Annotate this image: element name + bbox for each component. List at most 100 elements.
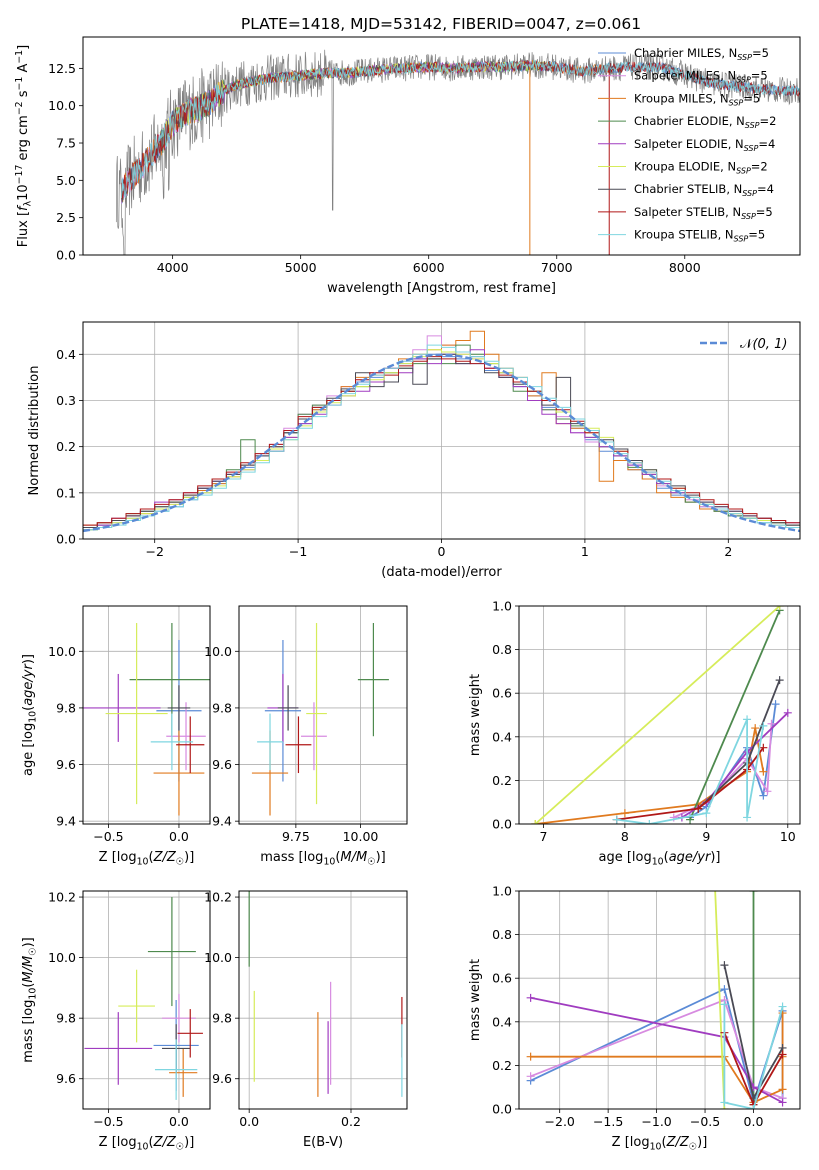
mass-weight-series-line — [535, 727, 765, 824]
y-tick-label: 10.2 — [204, 890, 232, 905]
error-bar-point — [177, 1009, 203, 1058]
mass-weight-marker — [751, 724, 760, 733]
figure-title: PLATE=1418, MJD=53142, FIBERID=0047, z=0… — [241, 15, 641, 33]
mass-weight-marker — [720, 961, 729, 970]
mass-weight-series-line — [616, 719, 765, 824]
mass-weight-marker — [526, 1052, 535, 1061]
mass-weight-marker — [749, 891, 758, 895]
error-bar-point — [166, 702, 206, 771]
mass-weight-series-line — [534, 606, 781, 824]
x-tick-label: −1 — [289, 544, 307, 559]
mass-vs-ebv-panel: 0.0 0.2 9.6 9.8 10.0 10.2 E(B-V) — [204, 890, 408, 1150]
residuals-panel: −2 −1 0 1 2 0.0 0.1 0.2 0.3 0.4 (data-model)/error… — [27, 321, 801, 580]
y-tick-label: 0.4 — [492, 1014, 512, 1029]
mass-weight-marker — [711, 876, 719, 884]
mass-weight-marker — [702, 809, 711, 818]
mass-weight-series-line — [714, 891, 726, 1109]
x-tick-label: 0.2 — [341, 1114, 361, 1129]
y-tick-label: 0.6 — [492, 971, 512, 986]
mass-weight-marker — [612, 815, 621, 824]
y-tick-label: 0.8 — [492, 927, 512, 942]
mass-weight-marker — [771, 700, 780, 709]
histogram-step-line — [83, 356, 800, 539]
residuals-plot-area — [83, 330, 800, 539]
weight-vs-age-panel: 7 8 9 10 0.0 0.2 0.4 0.6 0.8 1.0 age [log10(age/yr… — [468, 599, 801, 868]
chart-panels: 4000 5000 6000 7000 80000.02.55.07.510.012.5… — [14, 36, 801, 1153]
x-tick-label: 4000 — [157, 260, 189, 275]
plot-frame — [82, 890, 211, 1110]
y-tick-label: 9.6 — [56, 757, 76, 772]
mass-weight-marker — [645, 820, 654, 824]
y-tick-label: 9.8 — [212, 700, 232, 715]
x-tick-label: 0.0 — [239, 1114, 259, 1129]
x-tick-label: 1 — [581, 544, 589, 559]
y-tick-label: 0.4 — [56, 347, 76, 362]
weight-vs-Z-panel: −2.0 −1.5 −1.0 −0.5 0.0 0.0 0.2 0.4 0.6 0.8 1.0 Z [… — [468, 876, 801, 1153]
errorbar-plot-area — [84, 897, 203, 1100]
mass-weight-marker — [531, 820, 540, 824]
mass-weight-marker — [720, 985, 729, 994]
x-tick-label: −1.0 — [641, 1114, 671, 1129]
weight-plot-area — [526, 876, 787, 1109]
x-tick-label: 7000 — [541, 260, 573, 275]
y-tick-label: 0.4 — [492, 729, 512, 744]
model-fit-line — [159, 59, 545, 155]
x-tick-label: 8000 — [669, 260, 701, 275]
legend-entry-label: Kroupa MILES, NSSP=5 — [634, 91, 760, 107]
y-tick-label: 0.2 — [492, 1058, 512, 1073]
y-tick-label: 9.4 — [56, 814, 76, 829]
y-tick-label: 9.4 — [212, 814, 232, 829]
plot-frame — [518, 605, 801, 825]
legend-entry-label: Kroupa STELIB, NSSP=5 — [634, 228, 765, 244]
age-vs-Z-panel: −0.5 0.0 9.4 9.6 9.8 10.0 Z [log10(Z/Z☉)] age [… — [21, 605, 211, 868]
error-bar-point — [105, 622, 168, 805]
y-axis-label: mass [log10(M/M☉)] — [21, 937, 39, 1063]
age-vs-mass-panel: 9.75 10.00 9.4 9.6 9.8 10.0 mass [log10(M/M☉)] — [204, 605, 408, 868]
mass-weight-marker — [775, 606, 784, 610]
error-bar-point — [257, 713, 283, 771]
mass-weight-series-line — [689, 610, 781, 820]
y-axis-label: Flux [fλ10−17 erg cm−2 s−1 A−1] — [14, 45, 34, 247]
y-tick-label: 0.0 — [492, 1102, 512, 1117]
y-tick-label: 12.5 — [48, 61, 76, 76]
x-tick-label: 7 — [539, 829, 547, 844]
y-tick-label: 0.0 — [492, 817, 512, 832]
mass-weight-marker — [763, 787, 772, 796]
mass-weight-marker — [767, 719, 776, 728]
error-bar-point — [357, 622, 389, 737]
x-tick-label: 8 — [621, 829, 629, 844]
y-tick-label: 0.3 — [56, 393, 76, 408]
spectrum-legend: Chabrier MILES, NSSP=5 Salpeter MILES, NS… — [598, 46, 776, 244]
error-bar-point — [153, 730, 205, 816]
mass-weight-series-line — [530, 1013, 784, 1104]
y-tick-label: 0.8 — [492, 642, 512, 657]
mass-weight-marker — [759, 791, 768, 800]
mass-weight-series-line — [530, 996, 784, 1104]
mass-weight-series-line — [616, 747, 765, 821]
x-tick-label: −1.5 — [593, 1114, 623, 1129]
x-tick-label: 9 — [702, 829, 710, 844]
error-bar-point — [150, 713, 194, 771]
y-axis-label: age [log10(age/yr)] — [21, 654, 39, 776]
mass-weight-series-line — [723, 1004, 784, 1109]
x-tick-label: −0.5 — [690, 1114, 720, 1129]
error-bar-point — [285, 716, 312, 774]
model-fit-line — [159, 60, 545, 155]
x-tick-label: 0.0 — [169, 829, 189, 844]
y-tick-label: 9.6 — [212, 1071, 232, 1086]
x-axis-label: mass [log10(M/M☉)] — [260, 850, 386, 868]
x-tick-label: 0.0 — [169, 1114, 189, 1129]
errorbar-plot-area — [83, 622, 210, 816]
mass-weight-marker — [749, 1105, 758, 1109]
mass-weight-marker — [720, 1098, 729, 1107]
mass-weight-marker — [743, 813, 752, 822]
y-tick-label: 9.8 — [56, 700, 76, 715]
y-tick-label: 0.2 — [492, 773, 512, 788]
mass-weight-marker — [620, 809, 629, 818]
weight-plot-area — [531, 606, 792, 824]
legend-entry-label: Salpeter STELIB, NSSP=5 — [634, 205, 773, 221]
plot-frame — [82, 605, 211, 825]
spectrum-panel: 4000 5000 6000 7000 8000 0.0 2.5 5.0 7.5 10.0 12.5… — [14, 36, 801, 296]
y-tick-label: 10.0 — [204, 950, 232, 965]
